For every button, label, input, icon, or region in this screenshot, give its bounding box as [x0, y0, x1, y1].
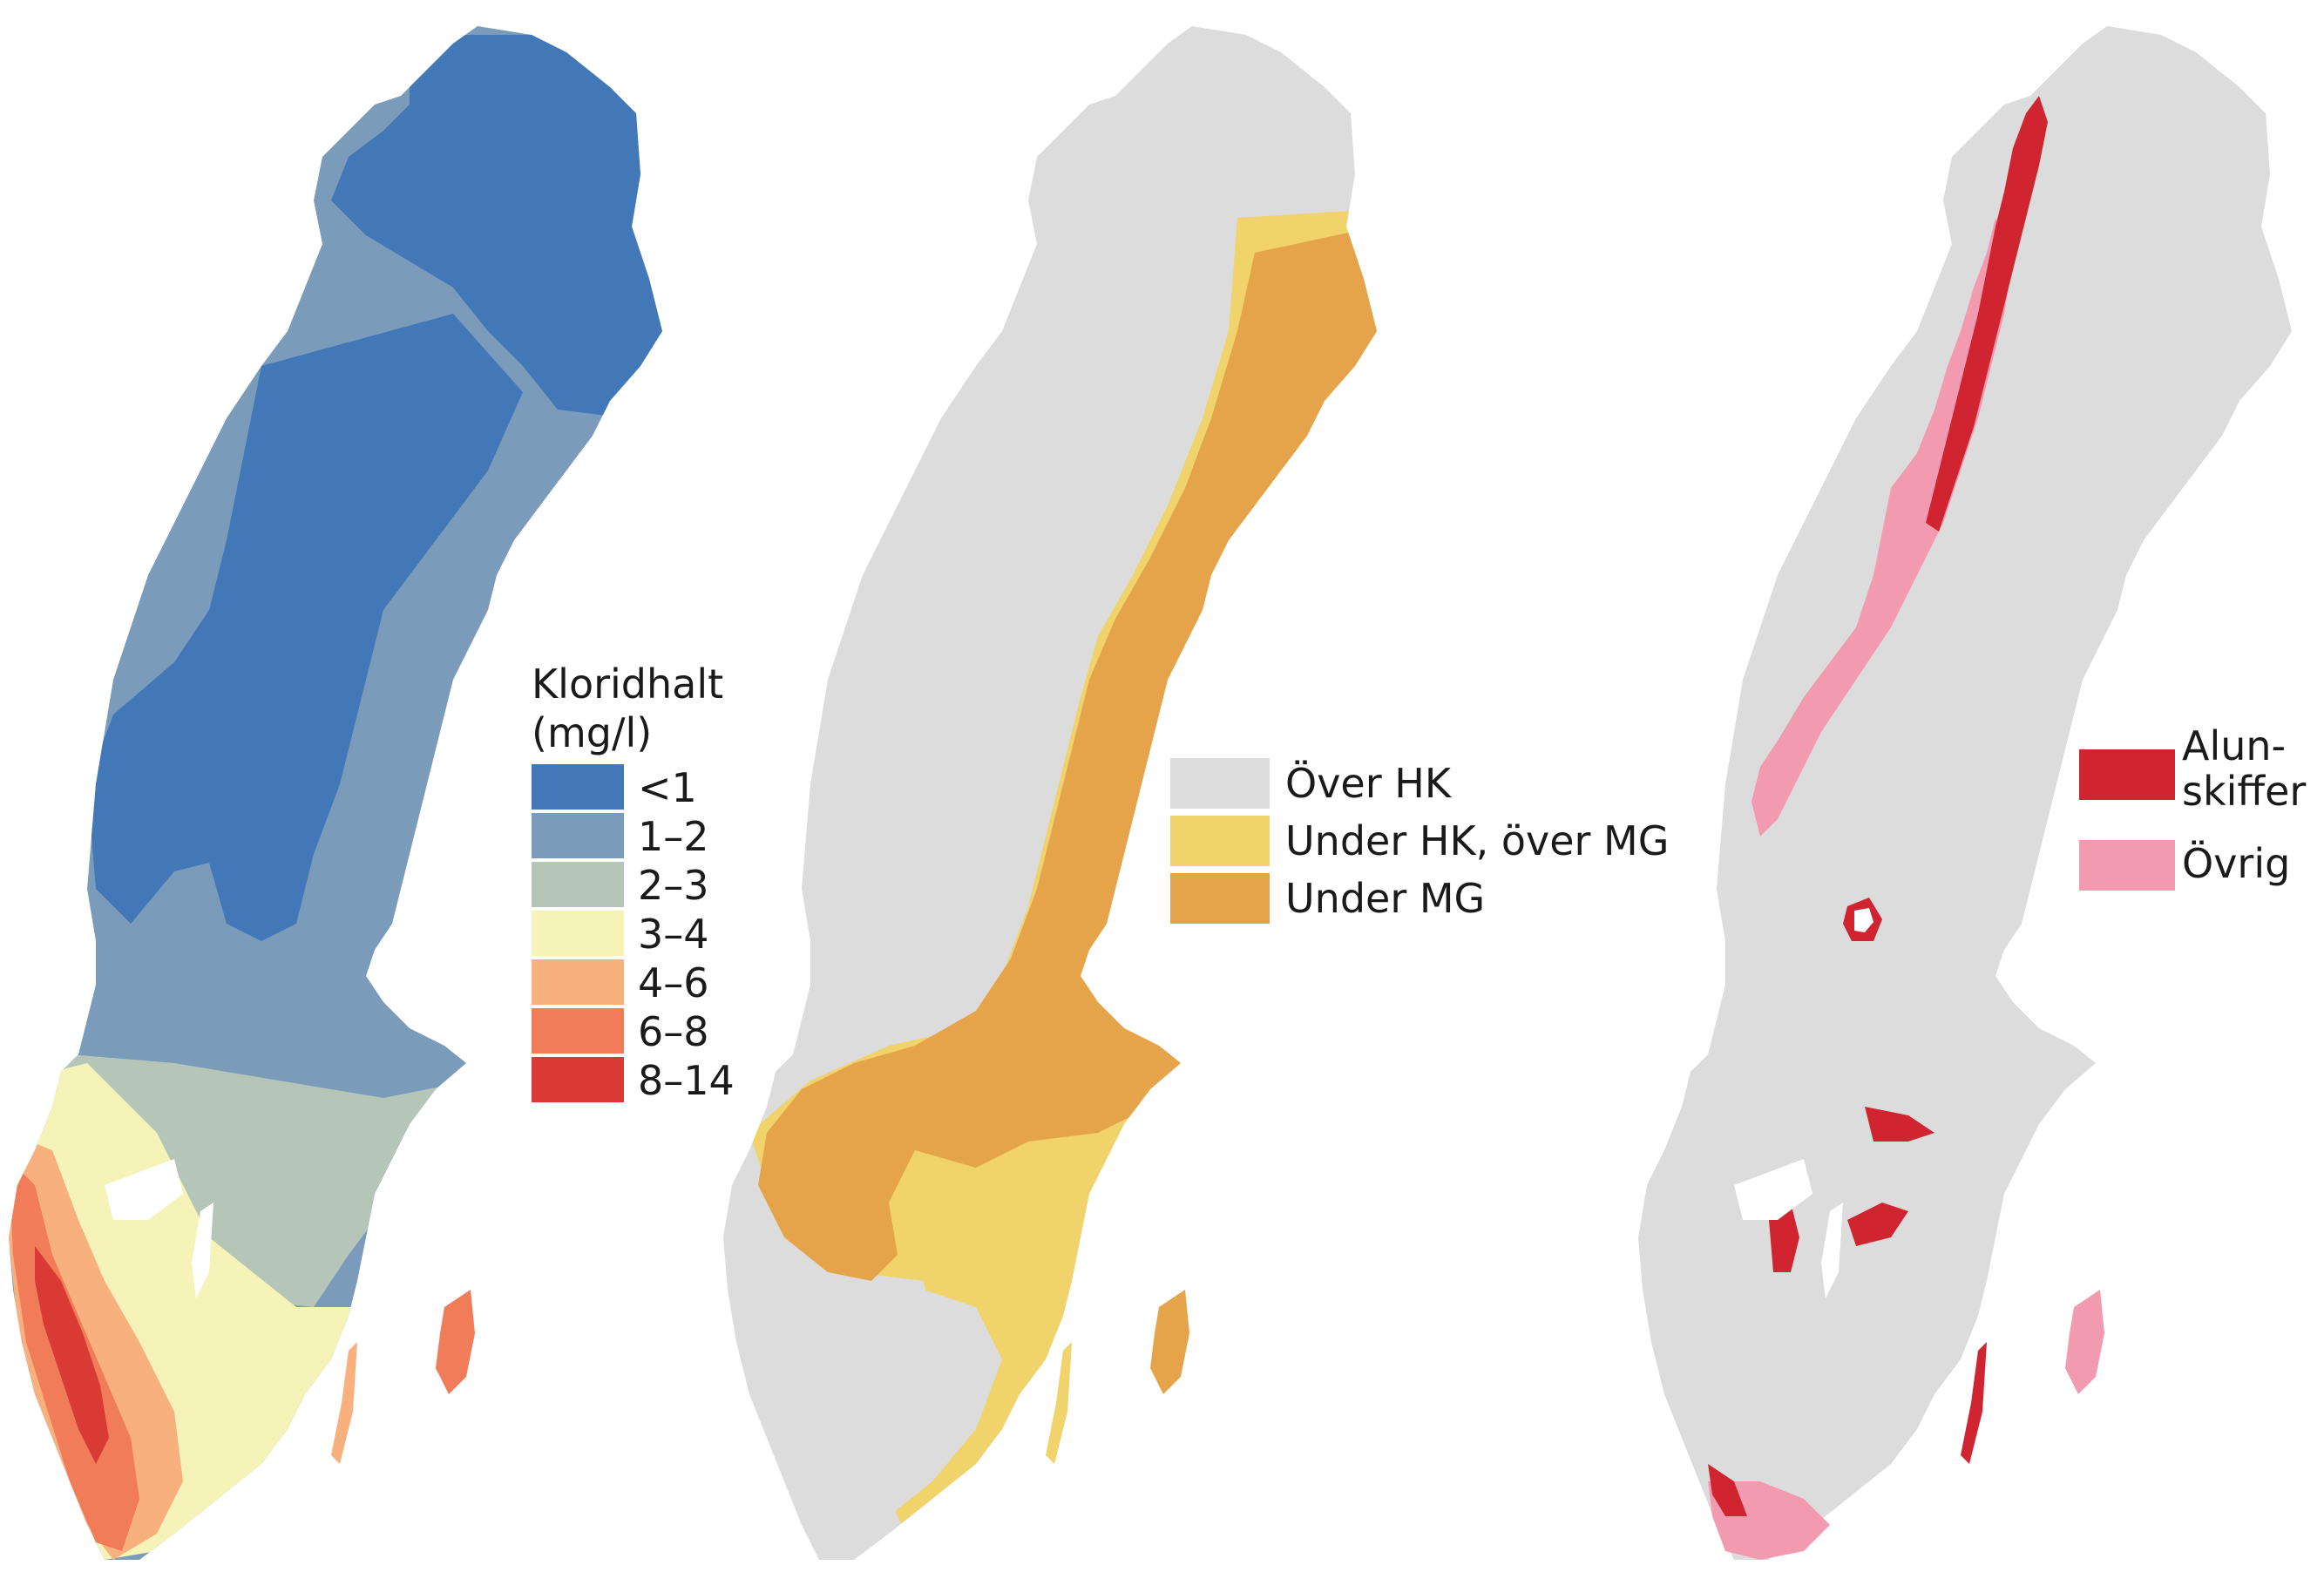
zone-under-mg — [758, 227, 1377, 1281]
legend-swatch — [1170, 873, 1270, 924]
legend-title-line2: (mg/l) — [532, 709, 653, 756]
legend-swatch — [2079, 749, 2175, 800]
alum-other-caledonides — [1751, 218, 2013, 837]
legend-label: 2–3 — [638, 862, 709, 909]
legend-label: Övrig — [2182, 840, 2291, 887]
legend-label: 8–14 — [638, 1057, 735, 1104]
legend-label: <1 — [638, 764, 697, 811]
zone-8-14 — [35, 1246, 109, 1464]
coastline-map — [723, 26, 1377, 1560]
legend-swatch — [1170, 816, 1270, 866]
alum-shale-map-panel: Alun- skiffer Övrig — [1630, 0, 2324, 1572]
zone-4-6 — [9, 1133, 183, 1560]
legend-swatch — [1170, 758, 1270, 809]
chloride-legend: Kloridhalt (mg/l) <1 1–2 2–3 3–4 4–6 — [532, 660, 735, 1106]
zone-lt1-north — [331, 35, 662, 418]
lake-vanern-1 — [105, 1159, 183, 1220]
alum-other-gotland — [2065, 1290, 2104, 1394]
legend-item-8-14: 8–14 — [532, 1057, 735, 1106]
gotland-island — [1150, 1290, 1189, 1394]
legend-label: 1–2 — [638, 813, 709, 860]
legend-label: Över HK — [1285, 760, 1452, 807]
hk-zones — [723, 26, 1377, 1560]
legend-label: 6–8 — [638, 1008, 709, 1055]
oland-island — [1046, 1342, 1072, 1464]
alum-other-siljan-inner — [1854, 908, 1873, 932]
legend-label: Under HK, över MG — [1285, 817, 1670, 864]
lake-vanern-3 — [1734, 1159, 1812, 1220]
alum-shale-caledonides — [1926, 96, 2048, 532]
legend-item-6-8: 6–8 — [532, 1008, 723, 1057]
legend-item-lt1: <1 — [532, 764, 723, 813]
legend-label: 4–6 — [638, 959, 709, 1006]
legend-title: Kloridhalt (mg/l) — [532, 660, 723, 757]
legend-swatch — [532, 764, 624, 810]
legend-label: Alun- skiffer — [2182, 722, 2307, 815]
lake-vattern-1 — [192, 1203, 213, 1298]
legend-title-line1: Kloridhalt — [532, 661, 724, 708]
legend-item-4-6: 4–6 — [532, 959, 723, 1008]
alum-shale-oland — [1961, 1342, 1987, 1464]
legend-swatch — [532, 862, 624, 907]
legend-item-2-3: 2–3 — [532, 862, 723, 911]
alum-shale-skane — [1708, 1464, 1747, 1516]
coastline-map-panel: Över HK Under HK, över MG Under MG — [715, 0, 1669, 1572]
legend-swatch — [532, 1057, 624, 1102]
alum-shale-narke — [1865, 1107, 1934, 1142]
legend-swatch — [532, 1008, 624, 1054]
alum-shale-ostergotland — [1847, 1203, 1908, 1246]
gotland-island — [436, 1290, 475, 1394]
legend-swatch — [532, 813, 624, 858]
chloride-map-panel: Kloridhalt (mg/l) <1 1–2 2–3 3–4 4–6 — [0, 0, 749, 1572]
zone-lt1-mid — [87, 314, 523, 941]
legend-item-3-4: 3–4 — [532, 911, 723, 959]
zone-over-hk-south — [802, 1290, 1002, 1534]
legend-label: 3–4 — [638, 911, 709, 958]
oland-island — [331, 1342, 357, 1464]
lake-vattern-3 — [1821, 1203, 1843, 1298]
legend-item-1-2: 1–2 — [532, 813, 723, 862]
legend-swatch — [2079, 840, 2175, 891]
alum-shale-map — [1638, 26, 2292, 1560]
legend-swatch — [532, 911, 624, 956]
legend-swatch — [532, 959, 624, 1005]
legend-label: Under MG — [1285, 875, 1486, 922]
